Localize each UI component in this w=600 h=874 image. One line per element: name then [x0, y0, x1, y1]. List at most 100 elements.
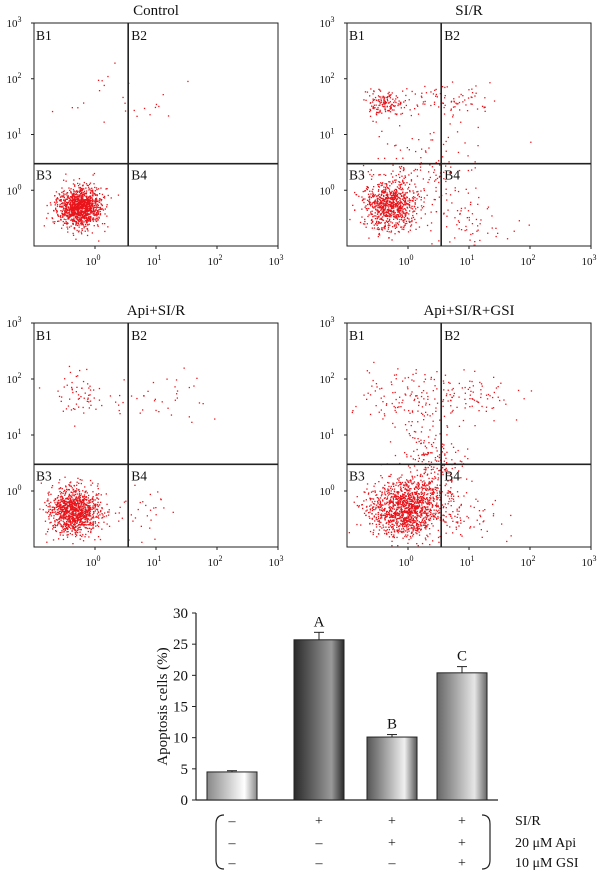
event-point [472, 233, 474, 235]
event-point [79, 514, 82, 516]
event-point [81, 217, 84, 219]
event-point [381, 504, 383, 506]
event-point [70, 188, 72, 190]
event-point [93, 397, 95, 399]
event-point [373, 503, 376, 505]
event-point [373, 485, 375, 487]
event-point [393, 534, 395, 536]
event-point [424, 498, 426, 500]
event-point [94, 510, 96, 512]
event-point [88, 515, 90, 517]
event-point [407, 525, 409, 528]
event-point [69, 521, 71, 523]
event-point [375, 526, 378, 528]
event-point [95, 207, 98, 209]
event-point [458, 525, 460, 527]
event-point [57, 505, 60, 507]
event-point [397, 532, 399, 534]
event-point [425, 514, 428, 516]
event-point [66, 222, 68, 224]
event-point [62, 205, 64, 207]
event-point [390, 487, 392, 489]
event-point [416, 505, 418, 507]
event-point [380, 475, 382, 477]
y-tick-label: 102 [7, 71, 22, 86]
event-point [73, 190, 75, 192]
event-point [441, 86, 444, 88]
event-point [58, 488, 60, 490]
event-point [362, 199, 364, 201]
event-point [62, 538, 65, 541]
quadrant-label-b3: B3 [36, 468, 52, 483]
event-point [388, 216, 391, 218]
event-point [389, 200, 391, 202]
event-point [381, 493, 383, 496]
event-point [401, 175, 403, 177]
event-point [60, 519, 62, 522]
event-point [383, 99, 385, 101]
event-point [71, 207, 73, 209]
event-point [397, 224, 400, 226]
event-point [380, 521, 382, 524]
quadrant-label-b3: B3 [36, 168, 52, 183]
event-point [385, 183, 388, 185]
event-point [447, 492, 450, 494]
event-point [75, 403, 78, 405]
event-point [394, 194, 397, 196]
event-point [385, 503, 388, 505]
event-point [85, 510, 87, 512]
event-point [391, 545, 393, 547]
event-point [404, 518, 406, 520]
event-point [388, 117, 390, 119]
event-point [403, 517, 405, 519]
event-point [372, 120, 374, 122]
event-point [52, 528, 54, 530]
event-point [456, 131, 459, 133]
event-point [391, 222, 394, 224]
event-point [65, 522, 67, 524]
event-point [386, 184, 388, 186]
event-point [395, 496, 397, 499]
event-point [92, 521, 94, 523]
event-point [380, 99, 382, 102]
event-point [434, 516, 436, 518]
event-point [410, 494, 412, 496]
event-point [377, 503, 379, 505]
event-point [83, 225, 85, 228]
event-point [83, 205, 85, 207]
event-point [102, 209, 105, 211]
event-point [57, 505, 59, 507]
event-point [77, 185, 80, 187]
event-point [384, 228, 386, 230]
event-point [404, 199, 406, 201]
event-point [85, 190, 88, 192]
event-point [382, 510, 384, 512]
event-point [372, 508, 374, 511]
event-point [402, 493, 404, 495]
event-point [78, 190, 81, 192]
event-point [62, 213, 65, 215]
event-point [423, 480, 425, 482]
event-point [439, 496, 441, 498]
event-point [390, 94, 392, 96]
event-point [434, 513, 437, 516]
event-point [407, 513, 409, 515]
event-point [82, 495, 84, 497]
event-point [57, 390, 59, 392]
event-point [392, 501, 394, 503]
event-point [402, 216, 404, 218]
event-point [82, 214, 84, 216]
event-point [79, 206, 81, 208]
event-point [432, 93, 435, 95]
event-point [172, 511, 174, 513]
event-point [66, 507, 68, 509]
event-point [62, 209, 64, 211]
event-point [394, 513, 396, 515]
event-point [65, 485, 67, 487]
event-point [392, 216, 395, 218]
event-point [69, 371, 72, 374]
event-point [87, 203, 89, 205]
event-point [400, 519, 402, 521]
event-point [426, 515, 429, 517]
